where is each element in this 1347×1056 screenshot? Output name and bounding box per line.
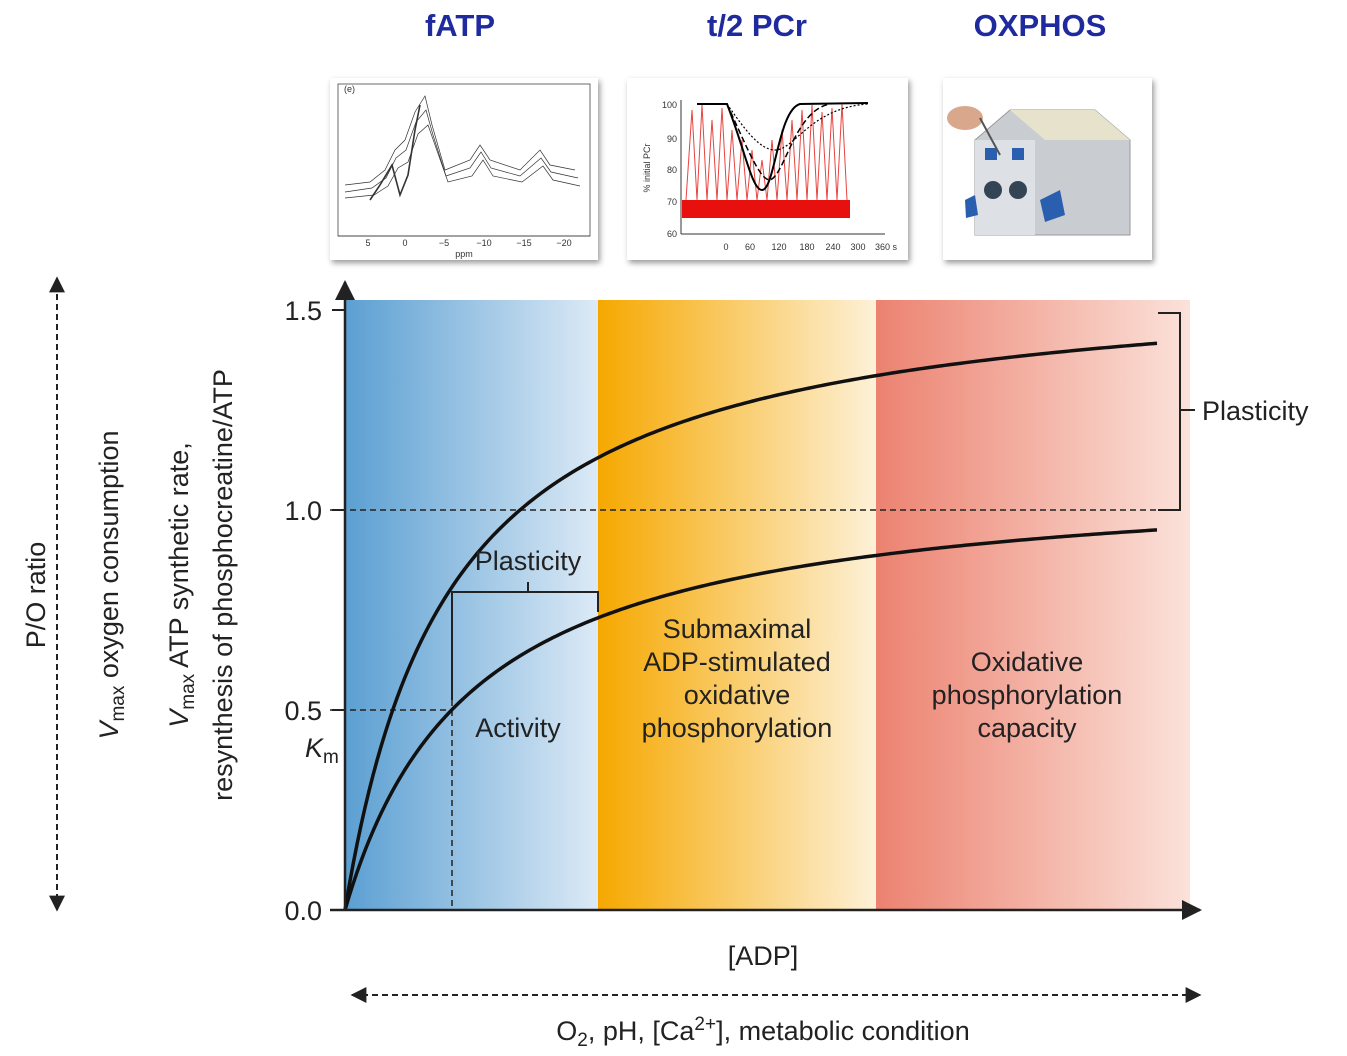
y-tick-label: 0.5	[284, 696, 322, 726]
inset-tick: 100	[662, 100, 677, 110]
inset-tick: 120	[771, 242, 786, 252]
band-activity	[345, 300, 598, 910]
inset-tick: 300	[850, 242, 865, 252]
inset-label: (e)	[344, 84, 355, 94]
inset-oxphos	[943, 78, 1152, 260]
inset-pcr: 100 90 80 70 60 % initial PCr 0 60 120 1…	[627, 78, 908, 260]
inset-tick: 0	[402, 238, 407, 248]
header: t/2 PCr	[707, 8, 807, 43]
inset-xlabel: ppm	[455, 249, 473, 259]
bottom-title: O2, pH, [Ca2+], metabolic condition	[556, 1014, 969, 1051]
band-label: Submaximal	[663, 614, 812, 644]
band-capacity	[876, 300, 1190, 910]
inset-tick: 60	[745, 242, 755, 252]
axis-title: Vmax ATP synthetic rate,	[164, 442, 199, 728]
inset-tick: 5	[365, 238, 370, 248]
band-label: capacity	[977, 713, 1077, 743]
header: fATP	[425, 8, 495, 43]
label-plasticity: Plasticity	[1202, 396, 1309, 426]
label-activity: Activity	[475, 713, 561, 743]
axis-title: P/O ratio	[21, 542, 51, 649]
inset-tick: −20	[556, 238, 571, 248]
inset-tick: −10	[476, 238, 491, 248]
inset-tick: 360 s	[875, 242, 898, 252]
inset-tick: −15	[516, 238, 531, 248]
inset-tick: 240	[825, 242, 840, 252]
y-tick-label: 0.0	[284, 896, 322, 926]
y-ticks	[332, 310, 345, 710]
inset-tick: −5	[439, 238, 449, 248]
axis-title: Vmax oxygen consumption	[94, 430, 129, 739]
band-label: oxidative	[684, 680, 791, 710]
band-label: phosphorylation	[642, 713, 833, 743]
inset-ylabel: % initial PCr	[642, 143, 652, 192]
band-label: Oxidative	[971, 647, 1084, 677]
label-plasticity: Plasticity	[475, 546, 582, 576]
inset-tick: 180	[799, 242, 814, 252]
header: OXPHOS	[974, 8, 1107, 43]
inset-tick: 80	[667, 165, 677, 175]
inset-tick: 0	[723, 242, 728, 252]
inset-tick: 70	[667, 197, 677, 207]
axis-title: resynthesis of phosphocreatine/ATP	[208, 369, 238, 801]
y-tick-label: 1.0	[284, 496, 322, 526]
figure: fATP t/2 PCr OXPHOS (e) 5 0 −5 −10 −15 −…	[0, 0, 1347, 1056]
inset-fatp: (e) 5 0 −5 −10 −15 −20 ppm	[330, 78, 598, 260]
inset-tick: 90	[667, 134, 677, 144]
inset-tick: 60	[667, 229, 677, 239]
band-label: ADP-stimulated	[643, 647, 831, 677]
band-label: phosphorylation	[932, 680, 1123, 710]
y-tick-label: 1.5	[284, 296, 322, 326]
km-label: Km	[305, 733, 339, 768]
x-axis-title: [ADP]	[728, 941, 799, 971]
